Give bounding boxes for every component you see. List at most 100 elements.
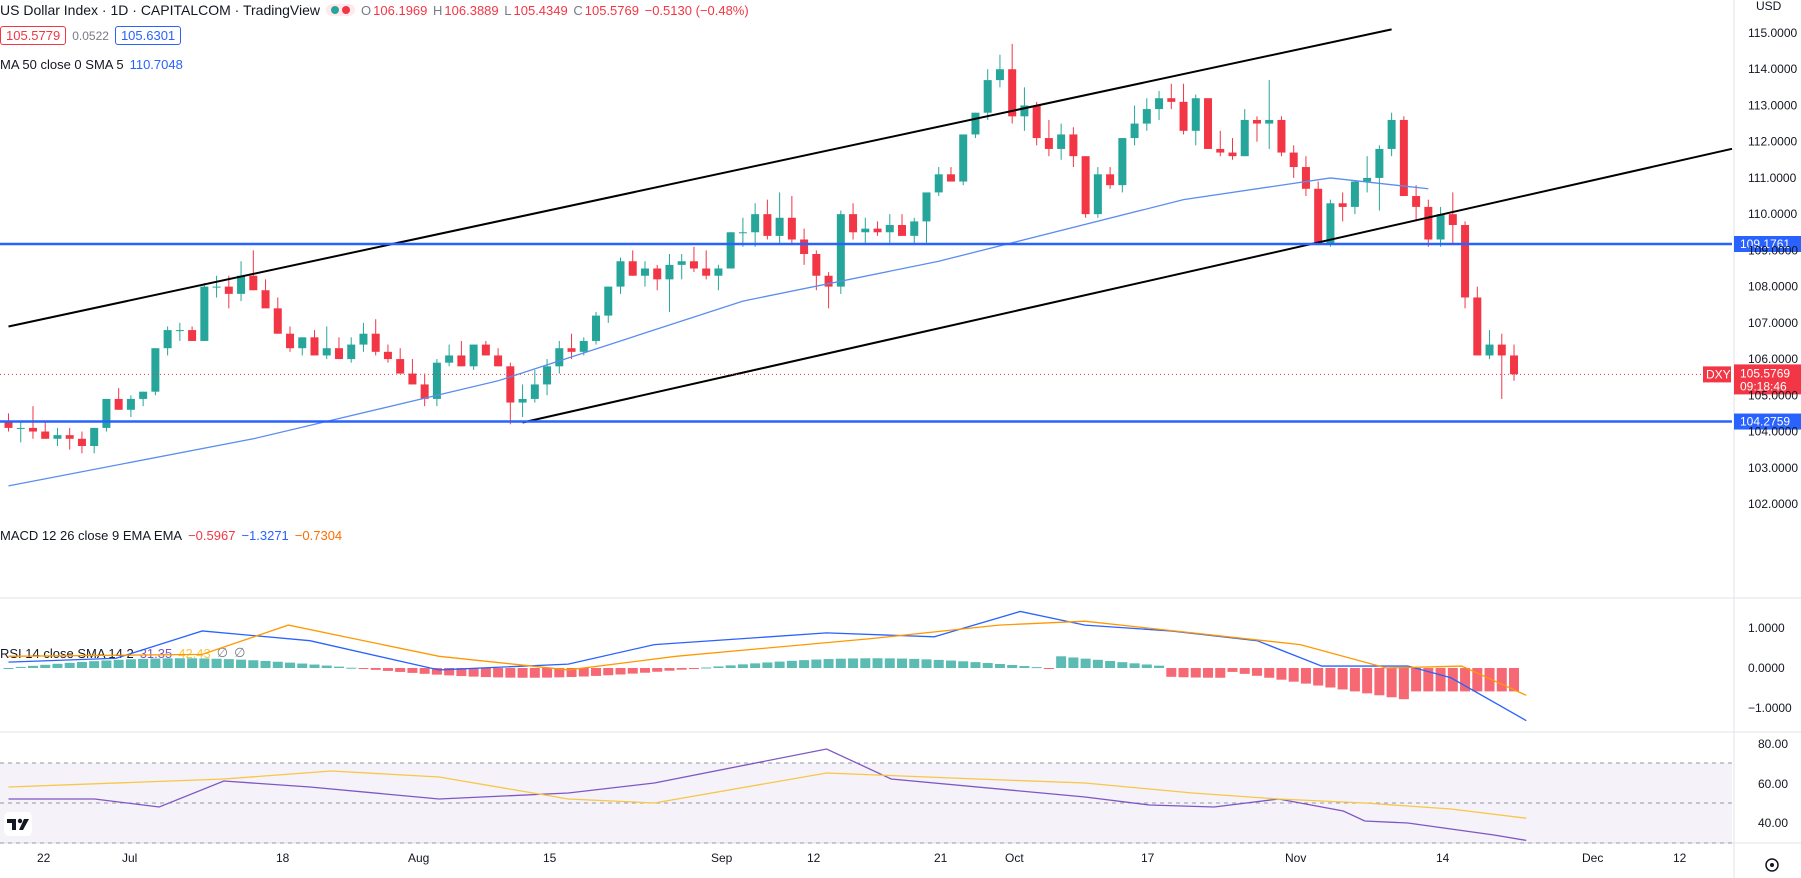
candle [175, 322, 184, 341]
macd-bar [1460, 668, 1471, 692]
candle [1265, 80, 1274, 149]
ask-button[interactable]: 105.6301 [114, 26, 182, 45]
time-tick: Sep [711, 851, 733, 865]
candle-body [114, 398, 123, 410]
macd-bar [884, 658, 895, 668]
candle [1375, 145, 1384, 211]
macd-bar [370, 668, 381, 670]
candle-body [787, 217, 796, 240]
macd-bar [40, 664, 51, 668]
price-tick: 111.0000 [1748, 171, 1797, 185]
candle [359, 322, 368, 352]
candle-body [555, 348, 564, 367]
macd-bar [713, 666, 724, 668]
ma-legend[interactable]: MA 50 close 0 SMA 5 110.7048 [0, 57, 183, 72]
candle-body [1008, 69, 1017, 117]
candle-body [163, 330, 172, 349]
candle [1081, 156, 1090, 218]
candle-body [592, 315, 601, 341]
candle-body [1216, 148, 1225, 153]
candle-body [824, 275, 833, 287]
candle [628, 250, 637, 276]
macd-histogram [3, 656, 1520, 700]
macd-bar [688, 668, 699, 669]
candle-body [1350, 181, 1359, 207]
candle [310, 330, 319, 356]
symbol-tag [1703, 366, 1731, 383]
candle [1069, 127, 1078, 168]
candle [41, 420, 50, 439]
candle-body [1118, 138, 1127, 186]
candle [1289, 145, 1298, 178]
candle [689, 246, 698, 273]
macd-bar [1056, 656, 1067, 668]
macd-bar [382, 668, 393, 671]
level-tag [1734, 235, 1801, 252]
candle-body [445, 355, 454, 363]
rsi-legend[interactable]: RSI 14 close SMA 14 2 31.35 42.43 ∅ ∅ [0, 645, 245, 661]
macd-bar [1423, 668, 1434, 692]
candle [1142, 98, 1151, 131]
candle-body [77, 438, 86, 447]
tradingview-logo-icon[interactable] [4, 812, 32, 836]
status-dots[interactable] [326, 4, 356, 16]
macd-bar [113, 659, 124, 668]
candle-body [1461, 225, 1470, 298]
candle [114, 388, 123, 410]
candle [1510, 344, 1519, 381]
candle [126, 395, 135, 418]
candle-body [249, 275, 258, 291]
candle [665, 254, 674, 312]
time-tick: Jul [122, 851, 137, 865]
candle-body [175, 330, 184, 332]
currency-label[interactable]: USD [1756, 0, 1782, 13]
macd-tick: 1.0000 [1748, 621, 1785, 635]
macd-bar [737, 664, 748, 668]
macd-bar [921, 659, 932, 668]
rsi-label: RSI 14 close SMA 14 2 [0, 645, 134, 661]
macd-bar [701, 667, 712, 669]
candle [775, 192, 784, 244]
candle [151, 348, 160, 396]
open-value: 106.1969 [373, 2, 428, 18]
macd-bar [309, 664, 320, 668]
macd-legend[interactable]: MACD 12 26 close 9 EMA EMA −0.5967 −1.32… [0, 528, 342, 543]
channel-upper-line [8, 28, 1392, 328]
symbol-title[interactable]: US Dollar Index · 1D · CAPITALCOM · Trad… [0, 2, 321, 18]
macd-bar [1276, 668, 1287, 680]
settings-icon[interactable] [1765, 858, 1779, 872]
candle-body [16, 427, 25, 429]
candle [1155, 90, 1164, 120]
candle [65, 427, 74, 450]
candle [53, 427, 62, 447]
bid-button[interactable]: 105.5779 [0, 26, 67, 45]
candle-body [1228, 152, 1237, 157]
candle [77, 431, 86, 454]
ma-value: 110.7048 [129, 57, 183, 72]
macd-bar [138, 658, 149, 668]
macd-bar [1129, 663, 1140, 668]
macd-bar [223, 659, 234, 668]
macd-bar [1313, 668, 1324, 686]
candle [812, 250, 821, 291]
candle [1130, 105, 1139, 146]
macd-bar [456, 668, 467, 677]
ohlc-values: O 106.1969 H 106.3889 L 105.4349 C 105.5769 … [361, 3, 751, 18]
macd-bar [517, 668, 528, 678]
candle-body [971, 112, 980, 135]
candle [971, 112, 980, 139]
candle-body [922, 192, 931, 222]
candle [1301, 156, 1310, 197]
candle-body [200, 286, 209, 341]
macd-bar [529, 668, 540, 678]
candle [702, 250, 711, 280]
macd-bar [1484, 668, 1495, 692]
candle [1191, 94, 1200, 146]
macd-bar [285, 662, 296, 668]
macd-bar [1007, 664, 1018, 668]
candle-body [1412, 196, 1421, 207]
candle [102, 398, 111, 432]
macd-bar [1435, 668, 1446, 692]
